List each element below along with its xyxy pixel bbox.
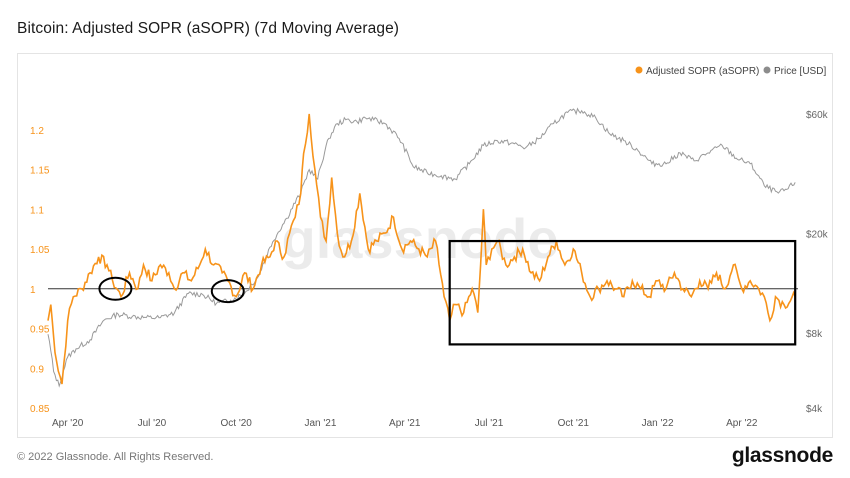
price-line bbox=[47, 107, 796, 388]
right-axis: $4k $8k $20k $60k bbox=[806, 110, 829, 415]
left-tick-label: 1.2 bbox=[30, 126, 44, 137]
x-axis: Apr '20 Jul '20 Oct '20 Jan '21 Apr '21 Jul '… bbox=[52, 418, 758, 429]
x-tick-label: Oct '20 bbox=[221, 418, 253, 429]
legend-asopr-marker bbox=[635, 66, 643, 74]
left-tick-label: 0.85 bbox=[30, 404, 50, 415]
left-tick-label: 1 bbox=[30, 285, 36, 296]
left-tick-label: 0.9 bbox=[30, 364, 44, 375]
x-tick-label: Jul '20 bbox=[138, 418, 167, 429]
x-tick-label: Apr '22 bbox=[726, 418, 758, 429]
chart-title: Bitcoin: Adjusted SOPR (aSOPR) (7d Movin… bbox=[17, 20, 400, 37]
brand-logo: glassnode bbox=[731, 444, 833, 467]
x-tick-label: Jul '21 bbox=[475, 418, 504, 429]
legend-price-marker bbox=[763, 66, 771, 74]
left-tick-label: 1.15 bbox=[30, 166, 50, 177]
annotation-rectangle bbox=[448, 239, 797, 346]
right-tick-label: $20k bbox=[806, 229, 829, 240]
annotations bbox=[98, 239, 797, 346]
legend: Adjusted SOPR (aSOPR) Price [USD] bbox=[635, 66, 826, 77]
annotation-ellipse bbox=[98, 276, 133, 301]
x-tick-label: Jan '21 bbox=[305, 418, 337, 429]
x-tick-label: Jan '22 bbox=[642, 418, 674, 429]
right-tick-label: $60k bbox=[806, 110, 829, 121]
legend-price-label: Price [USD] bbox=[774, 66, 826, 77]
x-tick-label: Oct '21 bbox=[558, 418, 590, 429]
left-tick-label: 1.05 bbox=[30, 245, 50, 256]
right-tick-label: $4k bbox=[806, 404, 823, 415]
watermark: glassnode bbox=[282, 207, 559, 270]
x-tick-label: Apr '21 bbox=[389, 418, 421, 429]
left-axis: 0.85 0.9 0.95 1 1.05 1.1 1.15 1.2 bbox=[30, 126, 50, 415]
legend-asopr-label: Adjusted SOPR (aSOPR) bbox=[646, 66, 759, 77]
x-tick-label: Apr '20 bbox=[52, 418, 84, 429]
right-tick-label: $8k bbox=[806, 329, 823, 340]
left-tick-label: 1.1 bbox=[30, 205, 44, 216]
left-tick-label: 0.95 bbox=[30, 325, 50, 336]
asopr-line bbox=[47, 113, 796, 385]
copyright: © 2022 Glassnode. All Rights Reserved. bbox=[17, 451, 214, 463]
chart-panel bbox=[17, 53, 833, 438]
annotation-ellipse bbox=[210, 279, 245, 304]
